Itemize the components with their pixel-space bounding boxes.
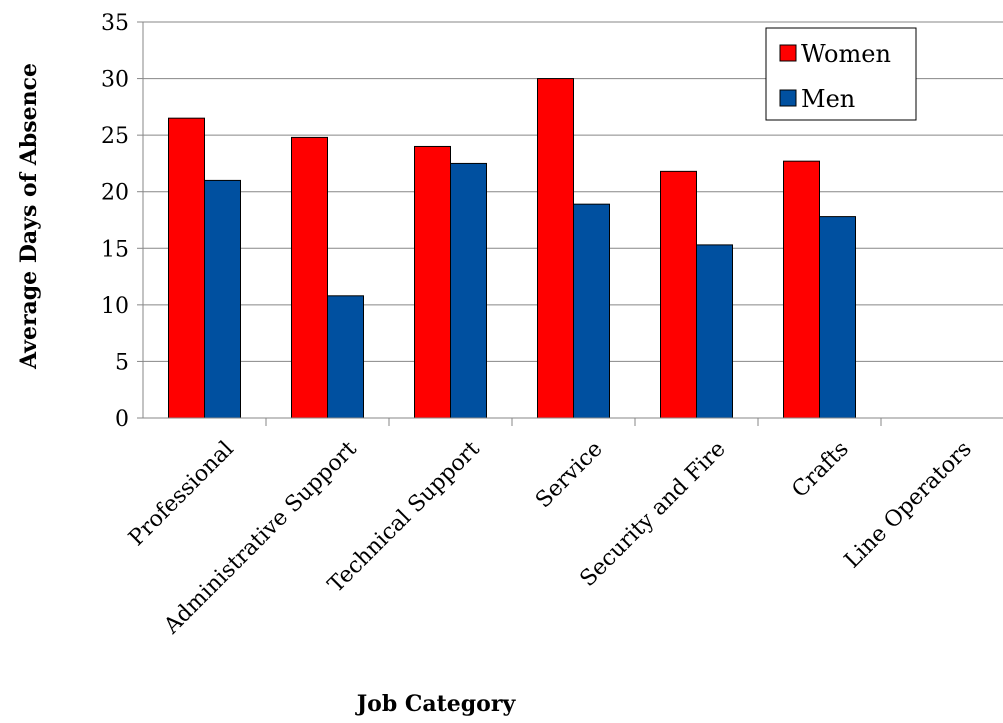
x-tick-label: Crafts (787, 437, 853, 503)
y-tick-label: 10 (101, 294, 129, 319)
legend-swatch-men (779, 89, 797, 107)
y-tick-label: 20 (101, 181, 129, 206)
x-tick-label: Service (531, 437, 608, 514)
axes (142, 22, 1003, 426)
y-tick-labels: 0 5 10 15 20 25 30 35 (101, 11, 129, 432)
y-tick-label: 25 (101, 124, 129, 149)
bar-women-5 (783, 160, 820, 419)
bar-men-2 (450, 162, 487, 419)
legend-swatch-women (779, 44, 797, 62)
y-tick-label: 35 (101, 11, 129, 36)
bar-women-3 (537, 78, 574, 419)
bars (168, 78, 856, 419)
x-axis-title: Job Category (355, 691, 517, 717)
bar-women-0 (168, 117, 205, 419)
bar-women-2 (414, 145, 451, 419)
y-tick-label: 15 (101, 237, 129, 262)
bar-women-4 (660, 170, 697, 419)
x-tick-label: Line Operators (840, 437, 977, 574)
legend: Women Men (765, 27, 917, 121)
y-axis-title: Average Days of Absence (16, 63, 42, 370)
legend-label-men: Men (801, 85, 855, 113)
x-tick-label: Professional (124, 437, 238, 551)
bar-men-3 (573, 203, 610, 419)
x-tick-label: Administrative Support (159, 436, 362, 639)
bar-men-5 (819, 216, 856, 419)
bar-men-4 (696, 244, 733, 419)
bar-men-1 (327, 295, 364, 419)
y-tick-label: 5 (115, 350, 129, 375)
bar-women-1 (291, 136, 328, 419)
legend-label-women: Women (801, 40, 891, 68)
bar-men-0 (204, 179, 241, 419)
y-tick-label: 0 (115, 407, 129, 432)
y-tick-label: 30 (101, 68, 129, 93)
